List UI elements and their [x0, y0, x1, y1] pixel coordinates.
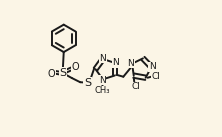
Text: N: N	[149, 62, 156, 71]
Text: CH₃: CH₃	[95, 86, 110, 95]
Text: Cl: Cl	[152, 72, 161, 81]
Text: N: N	[127, 59, 134, 68]
Text: N: N	[112, 58, 119, 67]
Text: N: N	[99, 54, 106, 63]
Text: O: O	[71, 62, 79, 72]
Text: O: O	[48, 69, 56, 79]
Text: Cl: Cl	[131, 82, 140, 91]
Text: S: S	[84, 78, 91, 88]
Text: N: N	[99, 75, 106, 85]
Text: S: S	[59, 68, 66, 78]
